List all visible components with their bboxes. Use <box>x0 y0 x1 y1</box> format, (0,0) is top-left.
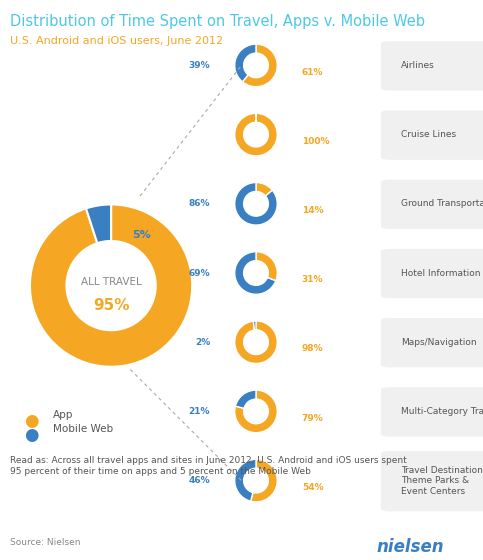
Wedge shape <box>235 44 256 82</box>
Text: 100%: 100% <box>302 137 329 146</box>
Wedge shape <box>235 113 277 156</box>
Text: 61%: 61% <box>302 68 324 77</box>
Text: ●: ● <box>24 412 39 430</box>
Wedge shape <box>256 183 272 196</box>
FancyBboxPatch shape <box>381 249 483 298</box>
Wedge shape <box>235 459 256 501</box>
Text: Airlines: Airlines <box>401 61 435 70</box>
Wedge shape <box>235 321 277 363</box>
Wedge shape <box>256 252 277 281</box>
FancyBboxPatch shape <box>381 180 483 229</box>
Text: 86%: 86% <box>188 199 210 208</box>
Wedge shape <box>235 183 277 225</box>
Wedge shape <box>235 390 277 433</box>
Wedge shape <box>86 204 111 243</box>
Text: Cruise Lines: Cruise Lines <box>401 130 456 139</box>
Text: Multi-Category Travel: Multi-Category Travel <box>401 407 483 416</box>
Text: Source: Nielsen: Source: Nielsen <box>10 538 80 547</box>
Text: 5%: 5% <box>132 230 151 240</box>
Text: 39%: 39% <box>188 61 210 70</box>
Text: 95%: 95% <box>93 298 129 314</box>
Text: Hotel Information: Hotel Information <box>401 268 481 278</box>
Text: Mobile Web: Mobile Web <box>53 424 113 435</box>
FancyBboxPatch shape <box>381 451 483 511</box>
Wedge shape <box>251 459 277 502</box>
Wedge shape <box>235 252 276 294</box>
Text: 2%: 2% <box>195 338 210 347</box>
Text: Travel Destinations,
Theme Parks &
Event Centers: Travel Destinations, Theme Parks & Event… <box>401 466 483 496</box>
Wedge shape <box>235 390 256 408</box>
Text: Read as: Across all travel apps and sites in June 2012, U.S. Android and iOS use: Read as: Across all travel apps and site… <box>10 456 406 476</box>
Text: 79%: 79% <box>302 414 324 423</box>
Text: Distribution of Time Spent on Travel, Apps v. Mobile Web: Distribution of Time Spent on Travel, Ap… <box>10 14 425 29</box>
FancyBboxPatch shape <box>381 41 483 91</box>
Text: 21%: 21% <box>188 407 210 416</box>
Text: Ground Transportation: Ground Transportation <box>401 199 483 208</box>
Text: ALL TRAVEL: ALL TRAVEL <box>81 277 142 287</box>
Text: 31%: 31% <box>302 275 324 284</box>
Text: nielsen: nielsen <box>377 538 444 556</box>
Wedge shape <box>242 44 277 87</box>
Text: 54%: 54% <box>302 483 324 492</box>
FancyBboxPatch shape <box>381 387 483 437</box>
FancyBboxPatch shape <box>381 318 483 367</box>
Text: 69%: 69% <box>188 268 210 278</box>
Text: ●: ● <box>24 426 39 444</box>
Wedge shape <box>253 321 256 330</box>
FancyBboxPatch shape <box>381 110 483 160</box>
Wedge shape <box>30 204 192 367</box>
Text: 98%: 98% <box>302 344 324 353</box>
Text: 46%: 46% <box>188 476 210 485</box>
Text: 14%: 14% <box>302 206 324 215</box>
Text: U.S. Android and iOS users, June 2012: U.S. Android and iOS users, June 2012 <box>10 36 223 46</box>
Text: Maps/Navigation: Maps/Navigation <box>401 338 477 347</box>
Text: App: App <box>53 410 73 421</box>
